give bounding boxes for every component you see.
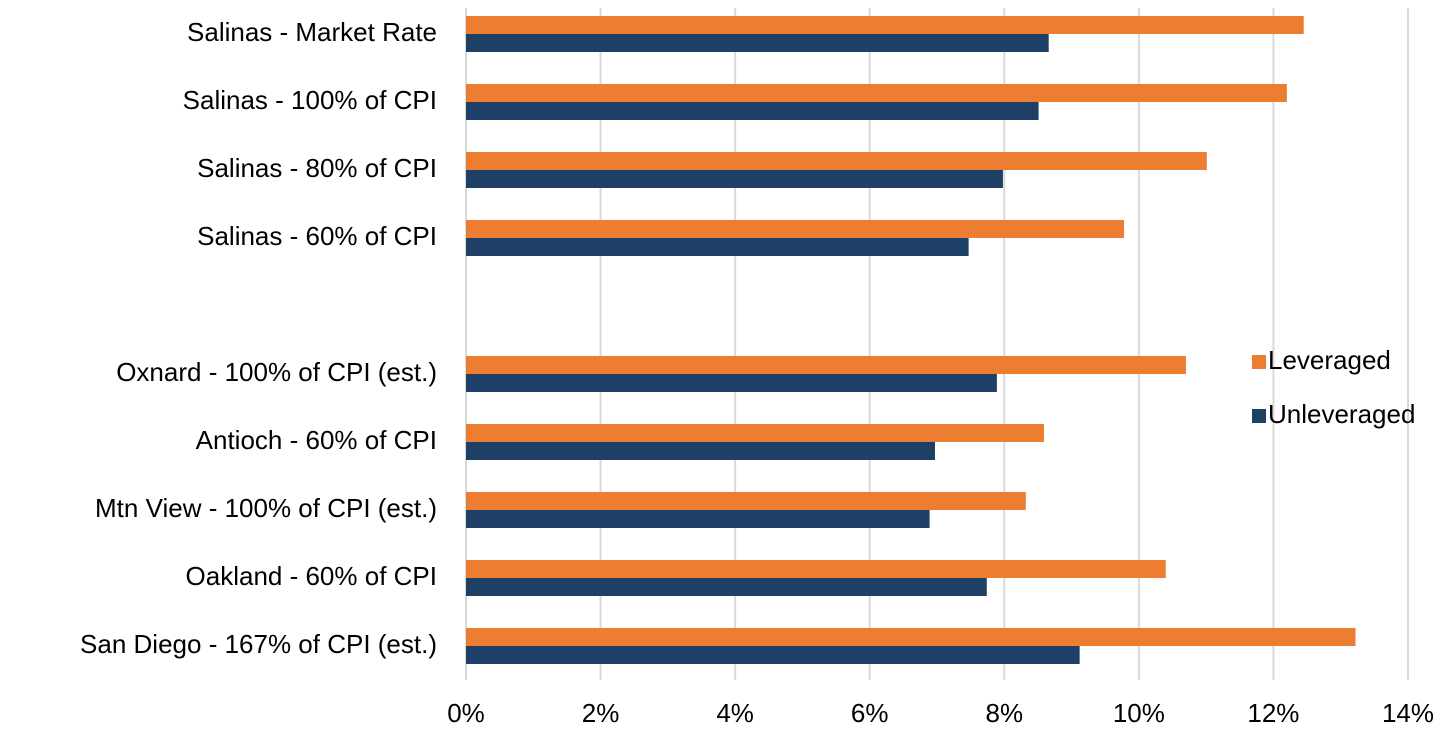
bar (466, 152, 1207, 170)
legend-label: Leveraged (1268, 345, 1391, 375)
y-tick-label: Salinas - Market Rate (187, 17, 437, 47)
bar (466, 442, 935, 460)
legend-swatch (1252, 409, 1266, 423)
x-tick-label: 6% (851, 698, 889, 728)
y-tick-label: San Diego - 167% of CPI (est.) (80, 629, 437, 659)
y-tick-label: Salinas - 60% of CPI (197, 221, 437, 251)
y-tick-label: Oakland - 60% of CPI (186, 561, 437, 591)
bar (466, 170, 1003, 188)
bar (466, 424, 1044, 442)
bar (466, 102, 1039, 120)
bar (466, 560, 1166, 578)
x-tick-label: 12% (1247, 698, 1299, 728)
bar (466, 374, 997, 392)
bar (466, 628, 1356, 646)
x-tick-label: 10% (1113, 698, 1165, 728)
legend-label: Unleveraged (1268, 399, 1415, 429)
x-tick-label: 4% (716, 698, 754, 728)
x-tick-label: 2% (582, 698, 620, 728)
y-tick-label: Antioch - 60% of CPI (196, 425, 437, 455)
bar (466, 492, 1026, 510)
bar (466, 84, 1287, 102)
bar (466, 510, 930, 528)
bar (466, 646, 1080, 664)
bar (466, 34, 1049, 52)
y-tick-label: Oxnard - 100% of CPI (est.) (116, 357, 437, 387)
x-tick-label: 0% (447, 698, 485, 728)
x-tick-label: 8% (985, 698, 1023, 728)
bar (466, 220, 1125, 238)
y-tick-label: Salinas - 100% of CPI (183, 85, 437, 115)
bar (466, 16, 1304, 34)
x-tick-label: 14% (1382, 698, 1434, 728)
bar (466, 578, 987, 596)
bar (466, 356, 1186, 374)
legend-swatch (1252, 355, 1266, 369)
y-tick-label: Mtn View - 100% of CPI (est.) (95, 493, 437, 523)
bar (466, 238, 969, 256)
y-tick-label: Salinas - 80% of CPI (197, 153, 437, 183)
